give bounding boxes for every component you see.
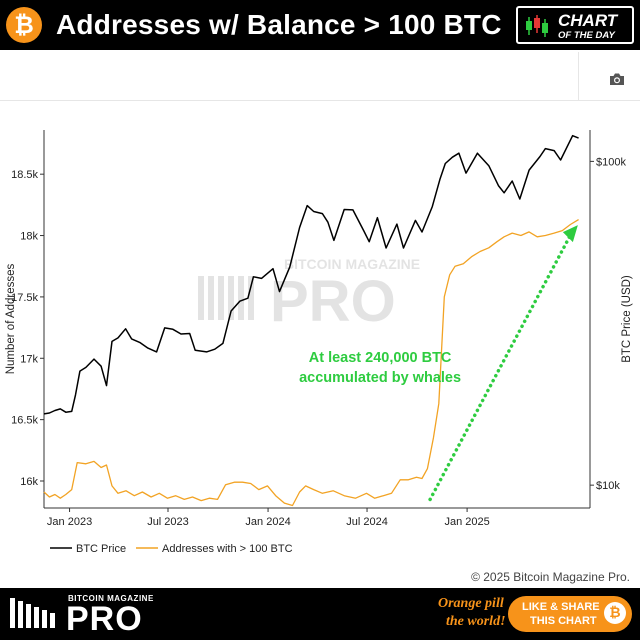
footer-brand-small: BITCOIN MAGAZINE xyxy=(68,594,154,603)
y-left-tick-label: 16k xyxy=(20,476,38,488)
x-tick-label: Jan 2025 xyxy=(444,516,489,528)
footer-brand-pro: PRO xyxy=(66,600,143,638)
badge-line-1: CHART xyxy=(558,11,618,30)
chart-of-the-day-badge: CHART OF THE DAY xyxy=(516,6,634,44)
y-left-axis-title: Number of Addresses xyxy=(5,263,17,374)
watermark-logo-icon xyxy=(198,276,254,320)
toolbar-divider xyxy=(578,52,579,100)
watermark-line-2: PRO xyxy=(270,269,396,334)
annotation-arrowhead xyxy=(562,225,578,243)
y-right-tick-label: $100k xyxy=(596,156,626,168)
copyright-text: © 2025 Bitcoin Magazine Pro. xyxy=(471,570,630,584)
annotation-arrow-line xyxy=(428,234,572,502)
x-tick-label: Jan 2023 xyxy=(47,516,92,528)
y-right-tick-label: $10k xyxy=(596,480,620,492)
share-button-line-1: LIKE & SHARE xyxy=(522,601,600,613)
toolbar-bottom-border xyxy=(0,100,640,101)
annotation-text-line-2: accumulated by whales xyxy=(299,370,461,386)
addresses-series-line xyxy=(43,219,579,507)
like-share-button[interactable]: LIKE & SHARE THIS CHART ₿ xyxy=(508,596,632,632)
y-left-tick-label: 17k xyxy=(20,353,38,365)
header-bar: ₿ Addresses w/ Balance > 100 BTC CHART O… xyxy=(0,0,640,50)
candlestick-icon xyxy=(526,15,548,37)
watermark-line-1: BITCOIN MAGAZINE xyxy=(284,256,420,272)
y-left-tick-label: 16.5k xyxy=(11,415,38,427)
footer-bar: BITCOIN MAGAZINE PRO Orange pill the wor… xyxy=(0,588,640,640)
btc-price-series-line xyxy=(43,134,579,415)
watermark: BITCOIN MAGAZINE PRO xyxy=(198,256,420,334)
brand-logo-icon xyxy=(10,598,55,628)
share-button-line-2: THIS CHART xyxy=(530,615,597,627)
x-tick-label: Jul 2023 xyxy=(147,516,189,528)
y-left-tick-label: 18k xyxy=(20,231,38,243)
y-right-axis-title: BTC Price (USD) xyxy=(621,275,633,363)
legend-label-btc-price: BTC Price xyxy=(76,543,126,555)
page-title: Addresses w/ Balance > 100 BTC xyxy=(56,9,502,40)
y-left-tick-label: 18.5k xyxy=(11,169,38,181)
bitcoin-logo-icon: ₿ xyxy=(6,7,42,43)
annotation-text-line-1: At least 240,000 BTC xyxy=(309,350,452,366)
bitcoin-coin-icon: ₿ xyxy=(604,602,626,624)
camera-icon[interactable] xyxy=(609,72,625,86)
badge-line-2: OF THE DAY xyxy=(558,30,615,41)
x-tick-label: Jan 2024 xyxy=(245,516,290,528)
chart-canvas: BITCOIN MAGAZINE PRO 16k 16.5k 17k 17.5k 18k… xyxy=(5,130,633,555)
legend-label-addresses: Addresses with > 100 BTC xyxy=(162,543,293,555)
tagline-line-2: the world! xyxy=(446,614,506,629)
x-tick-label: Jul 2024 xyxy=(346,516,388,528)
tagline-line-1: Orange pill xyxy=(438,596,504,611)
y-left-tick-label: 17.5k xyxy=(11,292,38,304)
